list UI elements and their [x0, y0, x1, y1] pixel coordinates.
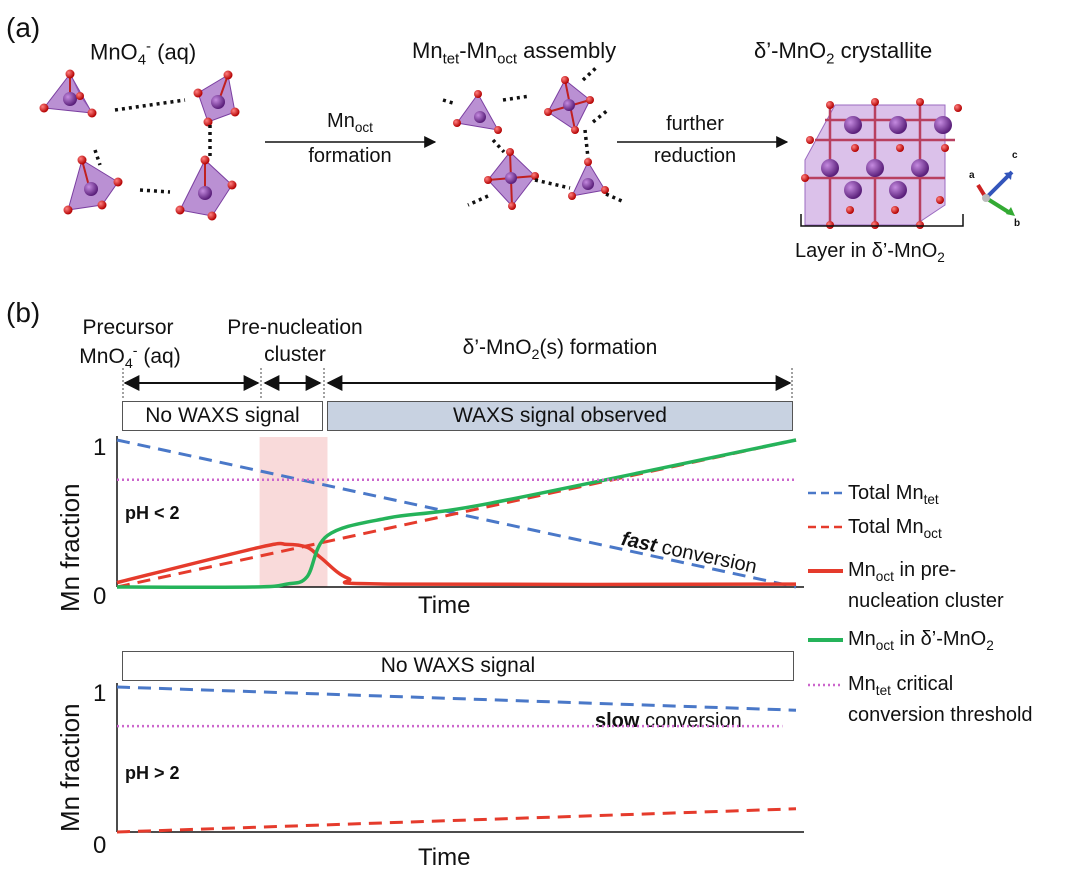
top-plot-series-mn-oct-in-pre-nucleation-cluster	[116, 541, 797, 587]
axis-b-label: b	[1014, 218, 1021, 229]
legend-total-mn-tet: Total Mntet	[848, 482, 939, 507]
top-plot	[116, 436, 804, 589]
stage-prenucleation-line2: cluster	[264, 343, 326, 366]
assembly-oct-1	[544, 76, 594, 134]
assembly-group	[453, 76, 609, 210]
waxs-observed-box: WAXS signal observed	[327, 401, 793, 431]
bottom-plot-series-total-mn-tet	[116, 685, 797, 712]
panel-b-label: (b)	[6, 297, 41, 328]
tetrahedron-4	[175, 155, 237, 221]
bottom-plot-ytick-0: 0	[93, 832, 107, 859]
top-plot-ytick-0: 0	[93, 583, 107, 610]
bottom-plot-series-total-mn-oct	[116, 807, 797, 834]
no-waxs-box-bottom: No WAXS signal	[122, 651, 794, 681]
stage1-title: MnO4- (aq)	[90, 38, 197, 69]
legend-mn-oct-crystal: Mnoct in δ’-MnO2	[848, 628, 994, 653]
tetrahedron-group-1	[39, 69, 240, 221]
stage3-title: δ’-MnO2 crystallite	[754, 38, 933, 68]
assembly-oct-2	[484, 148, 539, 210]
arrow1-label-bottom: formation	[308, 145, 392, 167]
top-plot-cluster-shading	[259, 437, 328, 587]
bottom-plot-ytick-1: 1	[93, 680, 107, 707]
top-plot-xlabel: Time	[418, 592, 471, 619]
stage-dividers	[122, 368, 793, 400]
assembly-tet-2	[568, 158, 609, 200]
layer-label: Layer in δ’-MnO2	[795, 240, 945, 265]
legend-threshold: Mntet critical conversion threshold	[848, 673, 1033, 726]
legend-swatches	[808, 491, 843, 687]
stage-formation: δ’-MnO2(s) formation	[462, 336, 658, 364]
panel-a-label: (a)	[6, 12, 41, 43]
axis-c-label: c	[1012, 150, 1018, 161]
tetrahedron-1	[39, 69, 97, 118]
legend-total-mn-oct: Total Mnoct	[848, 516, 942, 541]
layer-bracket	[800, 214, 964, 227]
axis-a-label: a	[969, 170, 975, 181]
arrow2-label-top: further	[666, 113, 724, 135]
stage2-title: Mntet-Mnoct assembly	[412, 38, 617, 68]
stage-prenucleation-line1: Pre-nucleation	[227, 316, 363, 339]
bottom-plot-condition: pH > 2	[125, 763, 180, 783]
legend-mn-oct-cluster: Mnoct in pre-nucleation cluster	[848, 559, 1004, 612]
tetrahedron-3	[63, 155, 123, 215]
assembly-tet-1	[453, 90, 502, 134]
top-plot-ytick-1: 1	[93, 434, 107, 461]
no-waxs-box-top: No WAXS signal	[122, 401, 323, 431]
top-plot-series-mn-oct-in-mno2	[116, 438, 797, 589]
crystallite	[801, 98, 962, 229]
bottom-plot-xlabel: Time	[418, 844, 471, 871]
stage-precursor-line1: Precursor	[82, 316, 174, 339]
assembly-dotted-links-a	[93, 98, 212, 194]
bottom-plot	[116, 683, 804, 834]
arrow1-label-top: Mnoct	[327, 110, 373, 135]
tetrahedron-2	[193, 70, 240, 127]
stage-precursor-line2: MnO4- (aq)	[79, 343, 181, 373]
top-plot-condition: pH < 2	[125, 503, 180, 523]
axis-indicator	[976, 170, 1015, 216]
assembly-dotted-links-b	[442, 64, 625, 207]
arrow2-label-bottom: reduction	[653, 145, 737, 167]
